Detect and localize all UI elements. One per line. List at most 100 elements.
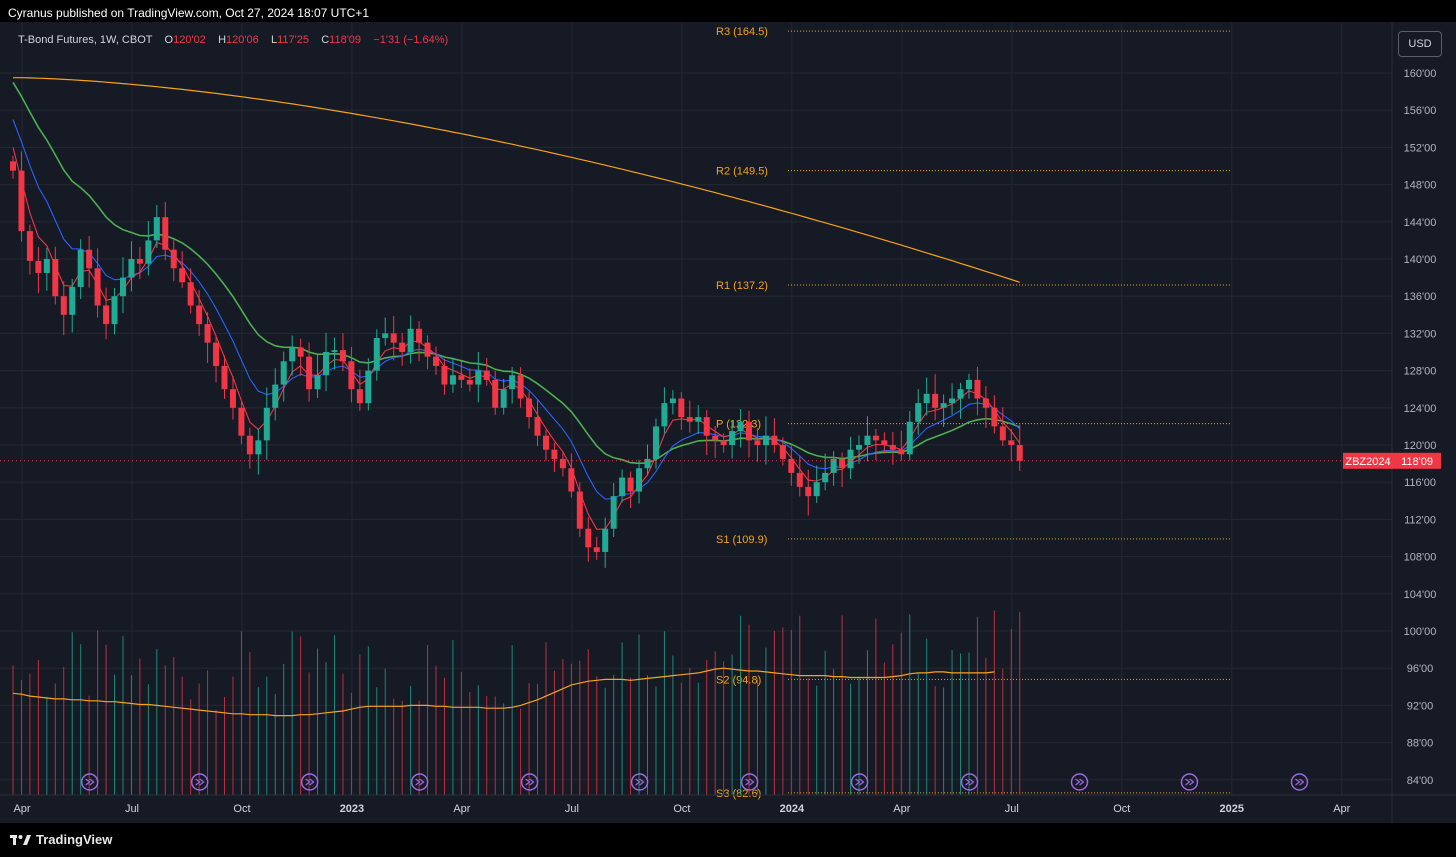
symbol-tag-text: ZBZ2024	[1345, 456, 1390, 468]
candle-body	[754, 440, 761, 445]
close-label: C	[321, 34, 330, 46]
candle-body	[196, 305, 203, 325]
candle-body	[373, 338, 380, 371]
candle-body	[43, 259, 50, 273]
event-marker-icon	[1180, 773, 1199, 791]
price-tick-label: 100'00	[1404, 626, 1437, 638]
price-tick-label: 92'00	[1407, 700, 1434, 712]
candle-body	[746, 421, 753, 441]
currency-button[interactable]: USD	[1398, 31, 1442, 57]
candle-body	[128, 259, 135, 278]
candle-body	[289, 347, 296, 362]
candle-body	[433, 356, 439, 366]
event-marker-chevrons	[1185, 778, 1195, 786]
time-tick-label: Oct	[233, 803, 250, 815]
candle-body	[416, 328, 423, 343]
open-value: 120'02	[173, 34, 206, 46]
price-tick-label: 136'00	[1404, 291, 1437, 303]
candle-body	[246, 435, 253, 455]
candle-body	[94, 268, 101, 306]
candle-body	[847, 449, 854, 469]
candle-body	[297, 347, 304, 357]
event-marker-icon	[190, 773, 209, 791]
event-markers[interactable]	[80, 773, 1309, 791]
price-tag-text: 118'09	[1401, 456, 1433, 468]
event-marker-chevrons	[635, 778, 645, 786]
candle-body	[272, 384, 279, 408]
volume-ma-line	[12, 667, 995, 717]
candle-body	[213, 342, 220, 366]
event-marker-icon	[80, 773, 99, 791]
pivot-label: S3 (82.6)	[716, 788, 761, 800]
price-axis[interactable]: 160'00 156'00 152'00 148'00 144'00 140'00 136'…	[1391, 22, 1437, 823]
candle-body	[712, 435, 719, 441]
candle-body	[965, 379, 972, 390]
candle-body	[60, 296, 67, 315]
candle-body	[864, 435, 871, 445]
candle-body	[365, 370, 372, 404]
candle-body	[424, 342, 431, 357]
candle-body	[991, 407, 998, 427]
candle-body	[263, 407, 270, 441]
price-tick-label: 120'00	[1404, 440, 1437, 452]
sma-200-line	[13, 77, 1020, 283]
price-tick-label: 160'00	[1404, 68, 1437, 80]
pivot-label: R3 (164.5)	[716, 26, 768, 38]
price-tick-label: 144'00	[1404, 217, 1437, 229]
price-tick-label: 104'00	[1404, 589, 1437, 601]
price-tick-label: 116'00	[1404, 477, 1436, 489]
candle-body	[356, 389, 363, 404]
candle-body	[822, 472, 829, 483]
symbol-legend: T-Bond Futures, 1W, CBOT O120'02 H120'06…	[18, 34, 448, 46]
candle-body	[10, 161, 16, 171]
candle-body	[483, 370, 490, 380]
price-tick-label: 108'00	[1404, 552, 1437, 564]
candle-body	[475, 370, 482, 385]
tradingview-logo[interactable]: TradingView	[10, 832, 112, 847]
candle-body	[526, 398, 533, 418]
event-marker-icon	[960, 773, 979, 791]
candle-body	[585, 528, 592, 548]
candle-body	[576, 491, 583, 529]
candle-body	[974, 379, 981, 399]
time-tick-label: 2023	[340, 803, 364, 815]
candle-body	[813, 482, 820, 497]
candle-body	[872, 435, 879, 441]
event-marker-chevrons	[85, 778, 95, 786]
candle-body	[856, 445, 862, 450]
candle-body	[77, 249, 84, 287]
candle-body	[678, 398, 685, 418]
event-marker-chevrons	[745, 778, 755, 786]
candle-body	[559, 458, 566, 469]
price-tick-label: 84'00	[1407, 775, 1434, 787]
candle-body	[179, 268, 186, 283]
time-tick-label: Oct	[673, 803, 690, 815]
candle-body	[788, 458, 795, 473]
published-header: Cyranus published on TradingView.com, Oc…	[8, 6, 369, 20]
candle-body	[339, 350, 346, 362]
close-value: 118'09	[329, 34, 362, 46]
price-tick-label: 88'00	[1407, 738, 1434, 750]
candle-body	[407, 328, 414, 352]
event-marker-chevrons	[855, 778, 865, 786]
candle-body	[669, 398, 676, 404]
event-marker-icon	[300, 773, 319, 791]
event-marker-icon	[1070, 773, 1089, 791]
candle-body	[551, 449, 558, 459]
candle-body	[280, 361, 287, 385]
time-tick-label: 2025	[1220, 803, 1244, 815]
time-tick-label: Apr	[893, 803, 910, 815]
time-tick-label: Jul	[125, 803, 139, 815]
time-axis[interactable]: Apr Jul Oct 2023 Apr Jul Oct 2024 Apr Jul Oct 2025 A…	[0, 794, 1456, 815]
candle-body	[898, 449, 905, 455]
price-tick-label: 132'00	[1404, 328, 1437, 340]
event-marker-icon	[850, 773, 869, 791]
candle-body	[686, 417, 693, 422]
candle-body	[779, 445, 786, 459]
grid-lines	[0, 22, 1392, 795]
candle-body	[221, 365, 228, 390]
candle-body	[940, 403, 947, 408]
candle-body	[331, 350, 338, 352]
